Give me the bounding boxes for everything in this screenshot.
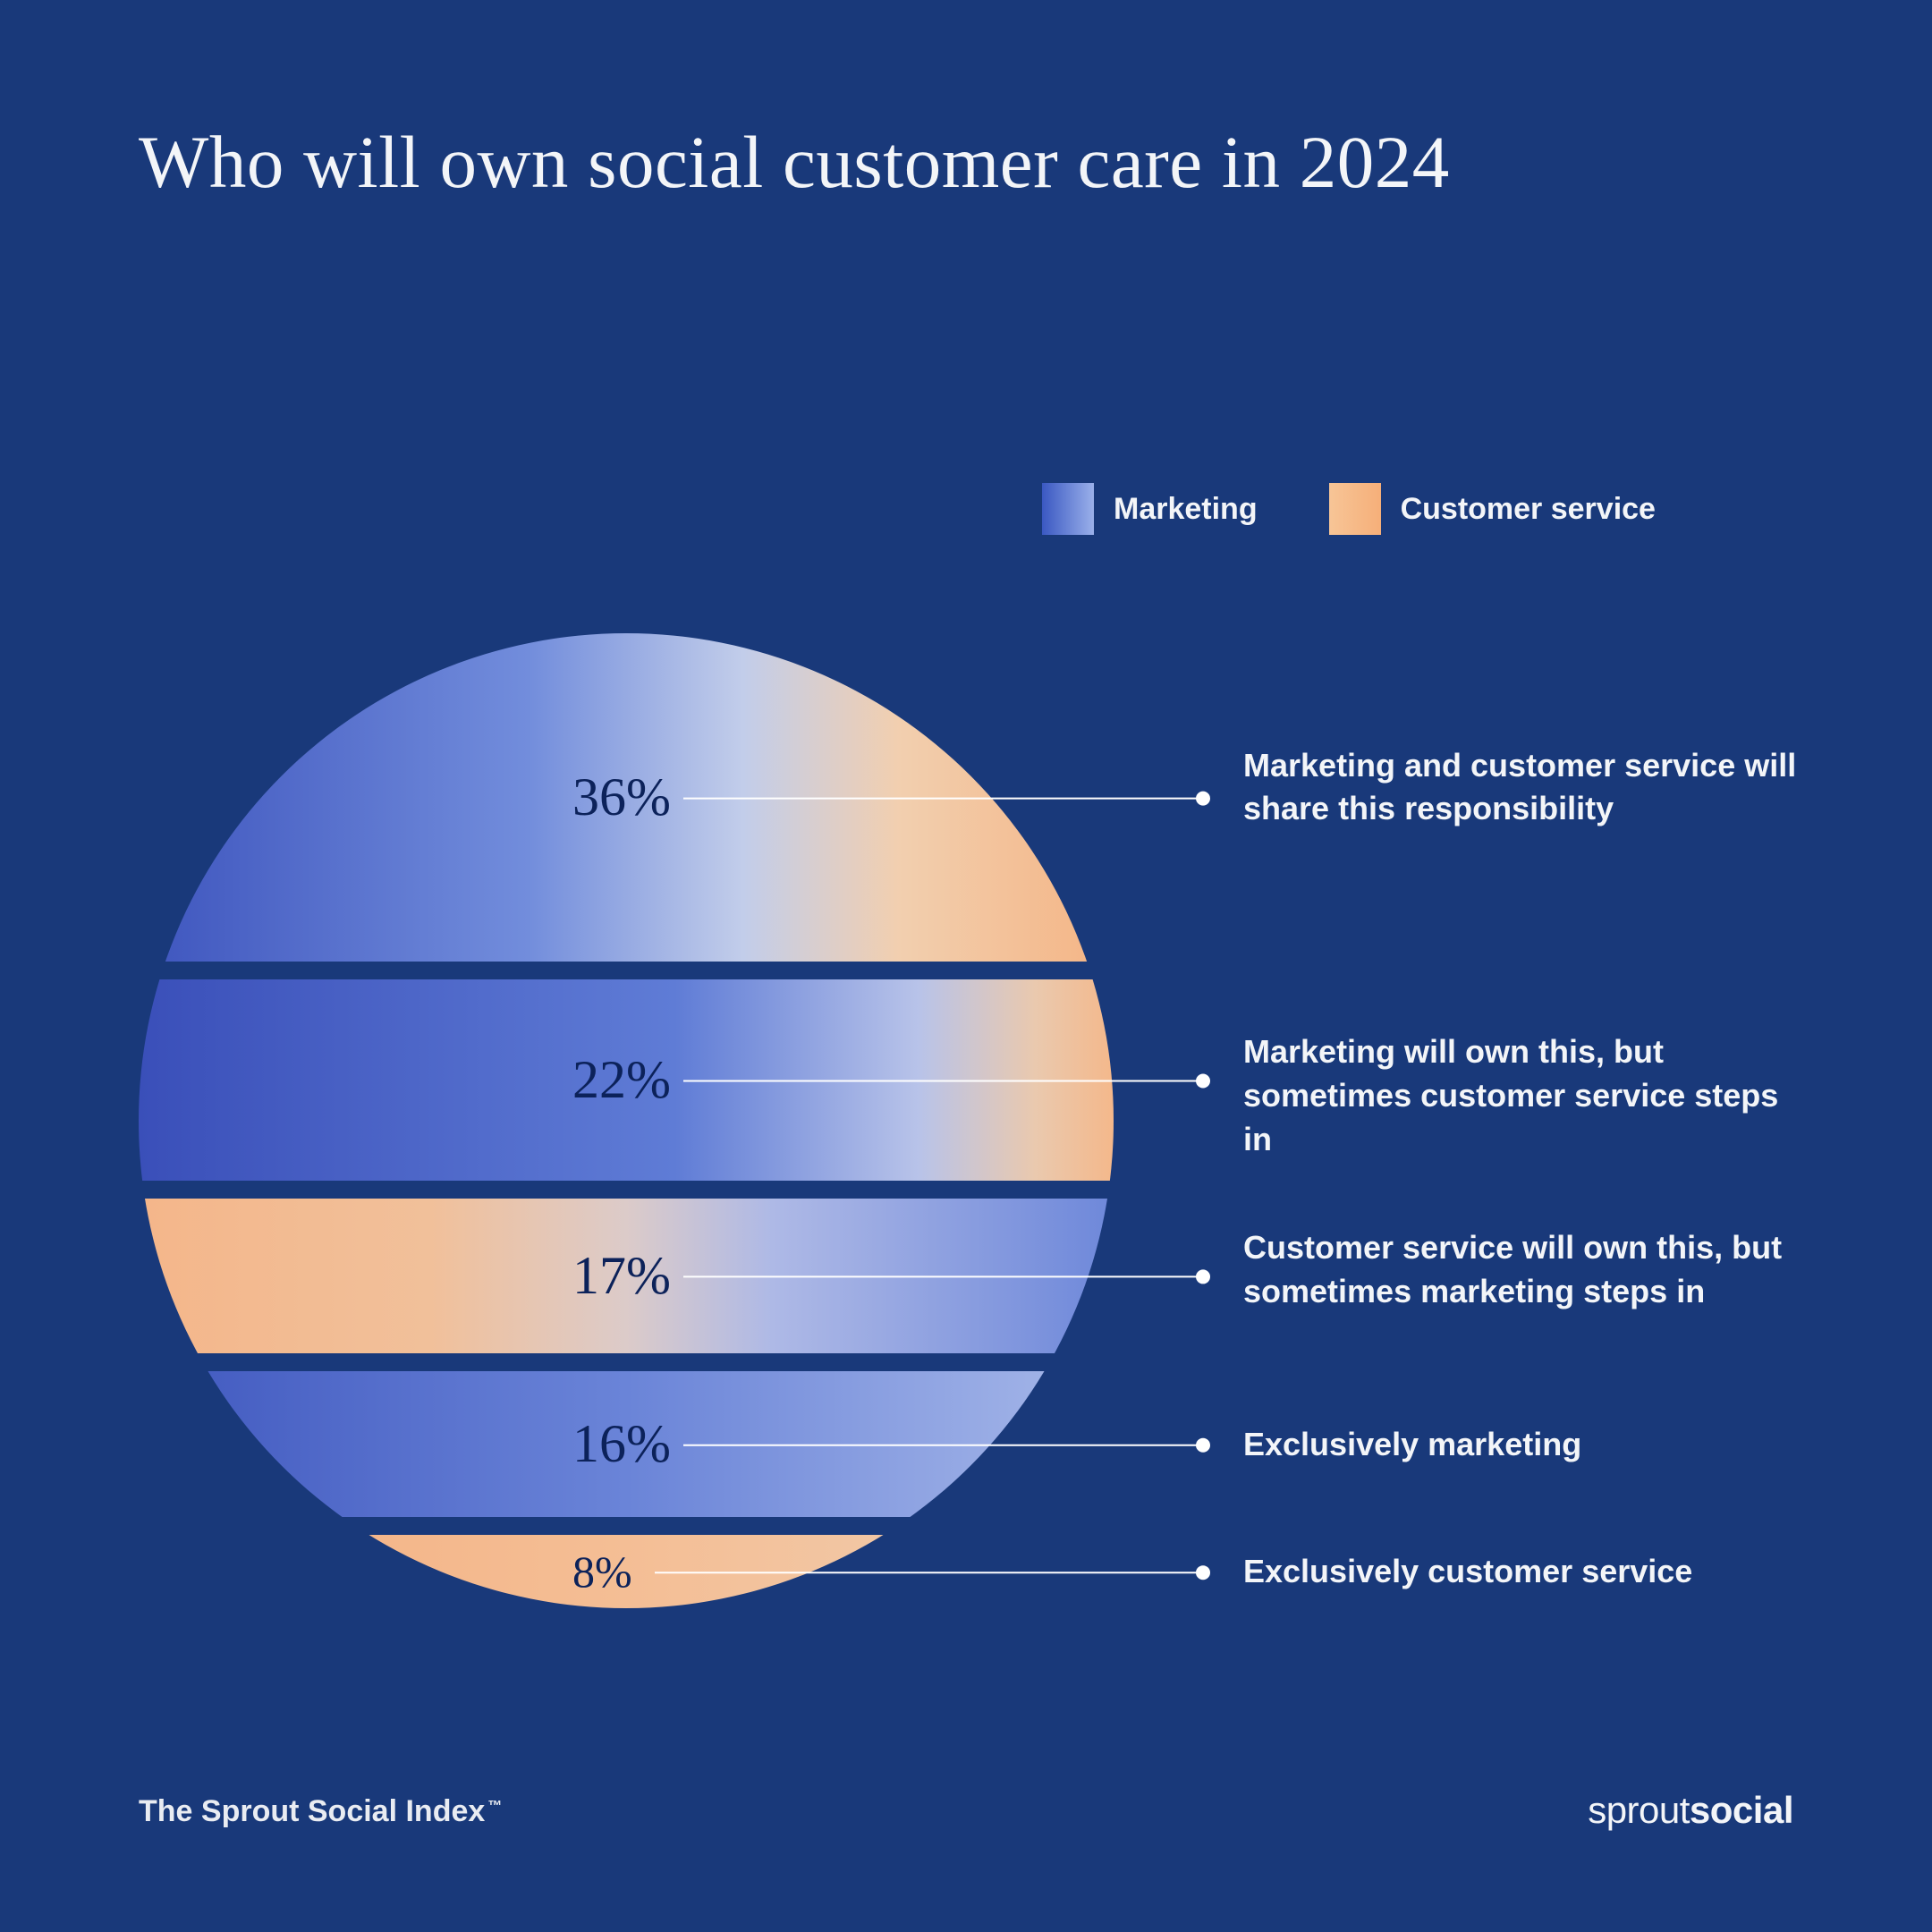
legend-label-marketing: Marketing: [1114, 492, 1258, 527]
slice-description: Marketing will own this, but sometimes c…: [1243, 1030, 1798, 1161]
stacked-circle-chart: 36% 22% 17% 16% 8%: [139, 633, 1114, 1608]
footer-source: The Sprout Social Index™: [139, 1794, 502, 1829]
brand-logo: sproutsocial: [1588, 1789, 1793, 1832]
legend-swatch-customer-service: [1329, 483, 1381, 535]
footer-source-text: The Sprout Social Index: [139, 1794, 485, 1828]
slice-percentage: 36%: [572, 767, 671, 828]
slice-description: Customer service will own this, but some…: [1243, 1226, 1798, 1313]
legend-label-customer-service: Customer service: [1401, 492, 1656, 527]
legend-item-customer-service: Customer service: [1329, 483, 1656, 535]
slice-description: Exclusively marketing: [1243, 1423, 1798, 1467]
legend-swatch-marketing: [1042, 483, 1094, 535]
brand-bold: social: [1690, 1789, 1793, 1831]
brand-light: sprout: [1588, 1789, 1690, 1831]
legend-item-marketing: Marketing: [1042, 483, 1258, 535]
slice-description: Exclusively customer service: [1243, 1550, 1798, 1594]
slice-description: Marketing and customer service will shar…: [1243, 744, 1798, 831]
slice-percentage: 16%: [572, 1413, 671, 1475]
trademark-symbol: ™: [487, 1799, 502, 1814]
slice-percentage: 8%: [572, 1546, 632, 1597]
legend: Marketing Customer service: [1042, 483, 1656, 535]
slice-percentage: 17%: [572, 1245, 671, 1307]
slice-percentage: 22%: [572, 1049, 671, 1111]
chart-title: Who will own social customer care in 202…: [139, 116, 1450, 209]
